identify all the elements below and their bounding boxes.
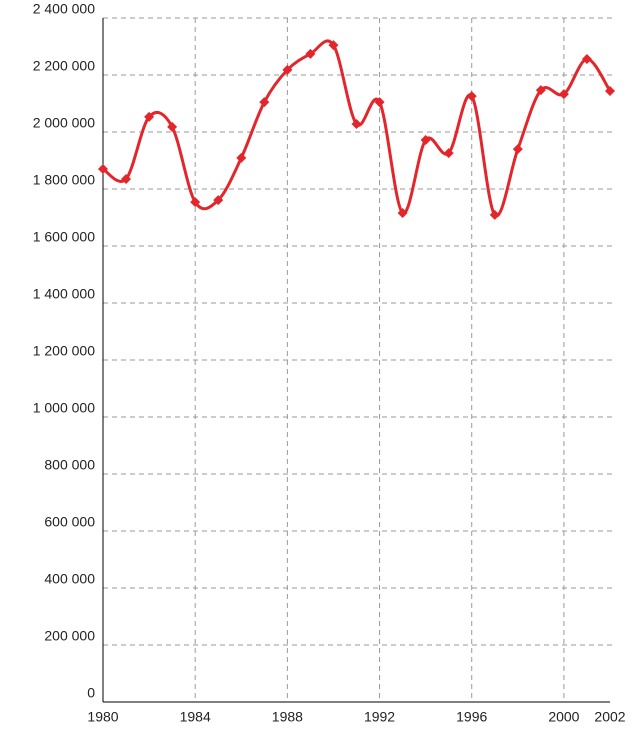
marker xyxy=(420,134,431,145)
marker xyxy=(167,121,178,132)
marker xyxy=(351,119,362,130)
y-tick-label: 200 000 xyxy=(44,628,95,644)
marker xyxy=(535,85,546,96)
marker xyxy=(190,197,201,208)
y-tick-label: 1 000 000 xyxy=(33,400,95,416)
y-tick-label: 2 200 000 xyxy=(33,58,95,74)
marker xyxy=(328,40,339,51)
marker xyxy=(374,97,385,108)
marker xyxy=(213,195,224,206)
x-tick-label: 1996 xyxy=(456,709,487,725)
marker xyxy=(282,64,293,75)
y-tick-label: 1 600 000 xyxy=(33,229,95,245)
marker xyxy=(605,85,615,96)
y-tick-label: 1 200 000 xyxy=(33,343,95,359)
x-tick-label: 1984 xyxy=(180,709,211,725)
x-tick-label: 2000 xyxy=(548,709,579,725)
marker xyxy=(305,48,316,59)
y-tick-label: 600 000 xyxy=(44,514,95,530)
marker xyxy=(466,91,477,102)
x-tick-label: 1988 xyxy=(272,709,303,725)
marker xyxy=(443,148,454,159)
marker xyxy=(259,97,270,108)
marker xyxy=(512,144,523,155)
y-tick-label: 0 xyxy=(87,685,95,701)
y-tick-label: 2 400 000 xyxy=(33,1,95,17)
marker xyxy=(489,209,500,220)
marker xyxy=(236,152,247,163)
y-tick-label: 1 800 000 xyxy=(33,172,95,188)
x-tick-label: 2002 xyxy=(594,709,625,725)
marker xyxy=(121,174,132,185)
marker xyxy=(397,207,408,218)
y-tick-label: 2 000 000 xyxy=(33,115,95,131)
x-tick-label: 1980 xyxy=(87,709,118,725)
marker xyxy=(581,54,592,65)
marker xyxy=(144,111,155,122)
y-tick-label: 1 400 000 xyxy=(33,286,95,302)
y-tick-label: 800 000 xyxy=(44,457,95,473)
marker xyxy=(558,89,569,100)
x-tick-label: 1992 xyxy=(364,709,395,725)
y-tick-label: 400 000 xyxy=(44,571,95,587)
marker xyxy=(98,164,108,175)
